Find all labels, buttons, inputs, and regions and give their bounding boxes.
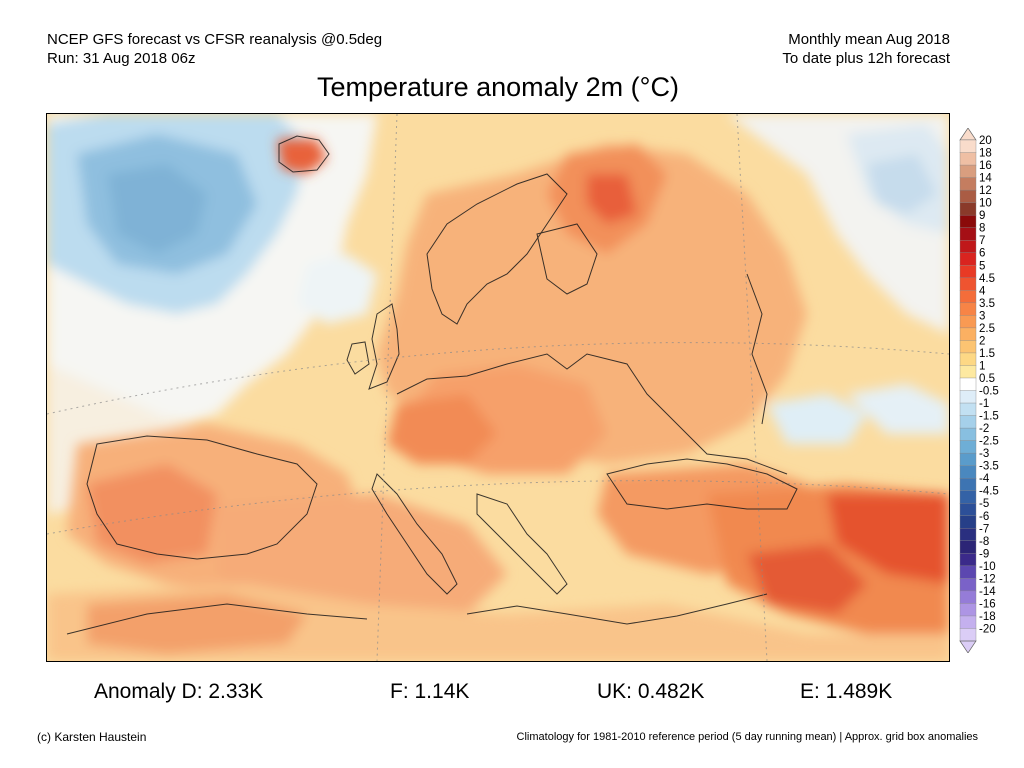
colorbar-tick-label: 2 bbox=[979, 335, 985, 347]
colorbar-swatch bbox=[959, 152, 977, 166]
colorbar-swatch bbox=[959, 465, 977, 479]
regional-anomalies: Anomaly D: 2.33K F: 1.14K UK: 0.482K E: … bbox=[0, 680, 1024, 706]
anomaly-map bbox=[46, 113, 950, 662]
period-description: Monthly mean Aug 2018 bbox=[788, 31, 950, 48]
colorbar-swatch bbox=[959, 139, 977, 154]
colorbar-tick-label: -2.5 bbox=[979, 436, 999, 448]
colorbar-max-arrow bbox=[959, 128, 977, 141]
colorbar-swatch bbox=[959, 390, 977, 404]
colorbar-swatch bbox=[959, 590, 977, 604]
anomaly-uk: UK: 0.482K bbox=[597, 680, 705, 703]
run-info: Run: 31 Aug 2018 06z bbox=[47, 50, 196, 67]
colorbar-tick-label: 2.5 bbox=[979, 323, 995, 335]
colorbar-swatch bbox=[959, 239, 977, 254]
colorbar-tick-label: 18 bbox=[979, 148, 992, 160]
colorbar-tick-label: 5 bbox=[979, 260, 985, 272]
colorbar-swatch bbox=[959, 315, 977, 329]
colorbar-tick-label: -12 bbox=[979, 573, 996, 585]
colorbar-swatch bbox=[959, 415, 977, 429]
header-left: NCEP GFS forecast vs CFSR reanalysis @0.… bbox=[47, 30, 382, 68]
colorbar-swatch bbox=[959, 202, 977, 216]
colorbar-swatch bbox=[959, 503, 977, 517]
colorbar-tick-label: -4.5 bbox=[979, 486, 999, 498]
colorbar-tick-label: -3 bbox=[979, 448, 989, 460]
colorbar-swatch bbox=[959, 352, 977, 366]
colorbar-swatch bbox=[959, 490, 977, 504]
map-graphic bbox=[47, 114, 949, 661]
colorbar-swatch bbox=[959, 540, 977, 554]
colorbar-tick-label: 20 bbox=[979, 135, 992, 147]
color-scale-legend: 201816141210987654.543.532.521.510.5-0.5… bbox=[959, 128, 999, 653]
colorbar-swatch bbox=[959, 302, 977, 316]
colorbar-swatch bbox=[959, 452, 977, 467]
colorbar-tick-label: -16 bbox=[979, 598, 996, 610]
colorbar-swatch bbox=[959, 427, 977, 442]
colorbar-tick-label: 1 bbox=[979, 360, 985, 372]
colorbar-tick-label: -20 bbox=[979, 623, 996, 635]
colorbar-swatch bbox=[959, 578, 977, 592]
colorbar-swatch bbox=[959, 365, 977, 379]
map-title: Temperature anomaly 2m (°C) bbox=[317, 72, 679, 102]
colorbar-swatch bbox=[959, 628, 977, 642]
colorbar-swatch bbox=[959, 164, 977, 179]
copyright: (c) Karsten Haustein bbox=[37, 730, 147, 744]
colorbar-swatch bbox=[959, 615, 977, 629]
colorbar-tick-label: -14 bbox=[979, 586, 996, 598]
colorbar-swatch bbox=[959, 252, 977, 266]
colorbar-tick-label: -1 bbox=[979, 398, 989, 410]
model-description: NCEP GFS forecast vs CFSR reanalysis @0.… bbox=[47, 31, 383, 48]
colorbar-swatch bbox=[959, 214, 977, 229]
colorbar-swatch bbox=[959, 603, 977, 617]
colorbar-swatch bbox=[959, 565, 977, 579]
climatology-note: Climatology for 1981-2010 reference peri… bbox=[516, 731, 978, 743]
colorbar-tick-label: -0.5 bbox=[979, 386, 999, 398]
colorbar-swatch bbox=[959, 377, 977, 392]
colorbar-swatch bbox=[959, 327, 977, 341]
colorbar-min-arrow bbox=[959, 640, 977, 653]
colorbar-tick-label: 4.5 bbox=[979, 273, 995, 285]
forecast-note: To date plus 12h forecast bbox=[782, 50, 950, 67]
header-right: Monthly mean Aug 2018 To date plus 12h f… bbox=[782, 30, 950, 68]
colorbar-swatch bbox=[959, 177, 977, 191]
colorbar-tick-label: -10 bbox=[979, 561, 996, 573]
colorbar-tick-label: -1.5 bbox=[979, 411, 999, 423]
colorbar-tick-label: -2 bbox=[979, 423, 989, 435]
colorbar-swatch bbox=[959, 227, 977, 241]
colorbar-tick-label: 16 bbox=[979, 160, 992, 172]
colorbar-tick-label: 8 bbox=[979, 223, 985, 235]
anomaly-france: F: 1.14K bbox=[390, 680, 470, 703]
colorbar-tick-label: -9 bbox=[979, 548, 989, 560]
colorbar-swatch bbox=[959, 477, 977, 492]
colorbar-tick-label: -3.5 bbox=[979, 461, 999, 473]
colorbar-tick-label: 7 bbox=[979, 235, 985, 247]
colorbar-tick-label: 3.5 bbox=[979, 298, 995, 310]
colorbar-swatch bbox=[959, 290, 977, 304]
colorbar-swatch bbox=[959, 553, 977, 567]
colorbar-tick-label: 0.5 bbox=[979, 373, 995, 385]
colorbar-swatch bbox=[959, 440, 977, 454]
colorbar-swatch bbox=[959, 528, 977, 542]
colorbar-tick-label: -6 bbox=[979, 511, 989, 523]
colorbar-swatch bbox=[959, 277, 977, 291]
colorbar-tick-label: 12 bbox=[979, 185, 992, 197]
colorbar-tick-label: -5 bbox=[979, 498, 989, 510]
colorbar-tick-label: -18 bbox=[979, 611, 996, 623]
anomaly-germany: Anomaly D: 2.33K bbox=[94, 680, 264, 703]
colorbar-swatch bbox=[959, 402, 977, 417]
colorbar-tick-label: -7 bbox=[979, 523, 989, 535]
colorbar-tick-label: 10 bbox=[979, 198, 992, 210]
colorbar-tick-label: 14 bbox=[979, 173, 992, 185]
colorbar-tick-label: 3 bbox=[979, 310, 985, 322]
colorbar-tick-label: 1.5 bbox=[979, 348, 995, 360]
colorbar-tick-label: 9 bbox=[979, 210, 985, 222]
colorbar-swatch bbox=[959, 515, 977, 529]
colorbar-swatch bbox=[959, 189, 977, 204]
colorbar-tick-label: -8 bbox=[979, 536, 989, 548]
colorbar-swatch bbox=[959, 265, 977, 279]
colorbar-tick-label: -4 bbox=[979, 473, 990, 485]
colorbar-tick-label: 4 bbox=[979, 285, 986, 297]
anomaly-europe: E: 1.489K bbox=[800, 680, 893, 703]
colorbar-tick-label: 6 bbox=[979, 248, 985, 260]
colorbar-swatch bbox=[959, 340, 977, 354]
